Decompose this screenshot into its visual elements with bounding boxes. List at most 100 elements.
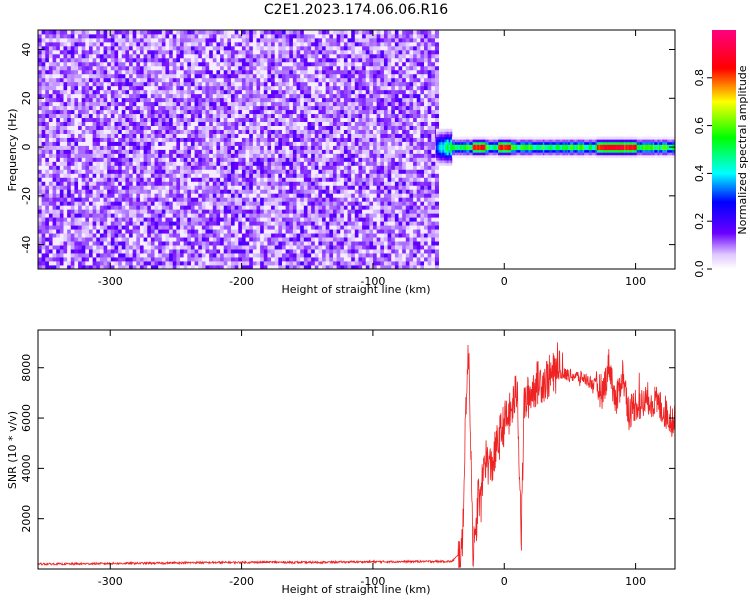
heatmap-cell <box>314 33 319 39</box>
heatmap-cell <box>88 30 94 35</box>
heatmap-cell <box>121 57 126 63</box>
heatmap-cell <box>336 177 341 182</box>
heatmap-cell <box>41 253 46 258</box>
heatmap-cell <box>256 265 261 269</box>
heatmap-cell <box>300 45 305 51</box>
heatmap-cell <box>99 257 104 262</box>
heatmap-cell <box>227 45 232 51</box>
heatmap-cell <box>169 257 174 262</box>
heatmap-cell <box>136 73 141 79</box>
heatmap-cell <box>143 37 148 43</box>
heatmap-cell <box>260 113 265 119</box>
heatmap-cell <box>336 93 341 99</box>
heatmap-cell <box>45 153 50 158</box>
heatmap-cell <box>281 117 287 123</box>
heatmap-cell <box>88 185 94 190</box>
heatmap-cell <box>223 177 228 182</box>
heatmap-cell <box>45 141 50 146</box>
heatmap-cell <box>147 225 152 230</box>
heatmap-cell <box>238 157 243 162</box>
heatmap-cell <box>322 49 327 55</box>
heatmap-cell <box>281 265 287 269</box>
heatmap-cell <box>74 177 79 182</box>
heatmap-cell <box>180 117 185 123</box>
heatmap-cell <box>274 181 279 186</box>
heatmap-cell <box>220 129 225 134</box>
heatmap-cell <box>45 149 50 154</box>
heatmap-cell <box>241 37 246 43</box>
heatmap-cell <box>325 257 330 262</box>
heatmap-cell <box>169 197 174 202</box>
heatmap-cell <box>212 165 217 170</box>
heatmap-cell <box>281 169 287 174</box>
heatmap-cell <box>318 225 323 230</box>
heatmap-cell <box>223 65 228 71</box>
heatmap-cell <box>59 85 64 91</box>
heatmap-cell <box>118 105 123 111</box>
heatmap-cell <box>114 49 119 55</box>
heatmap-cell <box>234 45 239 51</box>
heatmap-cell <box>212 101 217 107</box>
heatmap-cell <box>271 89 276 95</box>
heatmap-cell <box>96 209 101 214</box>
heatmap-cell <box>41 177 46 182</box>
heatmap-cell <box>329 109 334 115</box>
heatmap-cell <box>63 197 68 202</box>
heatmap-cell <box>227 213 232 218</box>
heatmap-cell <box>45 69 50 75</box>
heatmap-cell <box>216 109 221 115</box>
heatmap-cell <box>96 53 101 59</box>
heatmap-cell <box>216 229 221 234</box>
heatmap-cell <box>216 265 221 269</box>
heatmap-cell <box>70 145 75 150</box>
heatmap-cell <box>56 237 61 242</box>
heatmap-cell <box>314 73 319 79</box>
heatmap-cell <box>143 149 148 154</box>
heatmap-cell <box>223 265 228 269</box>
heatmap-cell <box>63 49 68 55</box>
heatmap-cell <box>278 141 283 146</box>
heatmap-cell <box>223 129 228 134</box>
heatmap-cell <box>132 117 137 123</box>
heatmap-cell <box>231 145 236 150</box>
heatmap-cell <box>139 173 145 178</box>
heatmap-cell <box>278 33 283 39</box>
heatmap-cell <box>147 93 152 99</box>
heatmap-cell <box>78 197 83 202</box>
heatmap-cell <box>121 129 126 134</box>
heatmap-cell <box>143 237 148 242</box>
heatmap-cell <box>307 177 312 182</box>
heatmap-cell <box>332 261 338 266</box>
heatmap-cell <box>169 209 174 214</box>
heatmap-cell <box>88 165 94 170</box>
heatmap-cell <box>139 81 145 87</box>
heatmap-cell <box>260 169 265 174</box>
heatmap-cell <box>238 149 243 154</box>
heatmap-cell <box>136 45 141 51</box>
heatmap-cell <box>63 181 68 186</box>
heatmap-cell <box>150 133 155 138</box>
heatmap-cell <box>107 265 112 269</box>
heatmap-cell <box>238 221 243 226</box>
heatmap-cell <box>278 73 283 79</box>
heatmap-cell <box>63 185 68 190</box>
heatmap-cell <box>307 245 312 250</box>
heatmap-cell <box>52 185 57 190</box>
heatmap-cell <box>209 93 214 99</box>
heatmap-cell <box>70 125 75 130</box>
heatmap-cell <box>99 181 104 186</box>
heatmap-cell <box>336 149 341 154</box>
heatmap-cell <box>110 225 115 230</box>
heatmap-cell <box>88 253 94 258</box>
heatmap-cell <box>318 41 323 47</box>
heatmap-cell <box>121 65 126 71</box>
heatmap-cell <box>256 121 261 126</box>
heatmap-cell <box>48 185 53 190</box>
heatmap-cell <box>180 137 185 142</box>
heatmap-cell <box>81 73 86 79</box>
heatmap-cell <box>118 97 123 103</box>
heatmap-cell <box>139 77 145 83</box>
heatmap-cell <box>180 129 185 134</box>
heatmap-cell <box>322 65 327 71</box>
